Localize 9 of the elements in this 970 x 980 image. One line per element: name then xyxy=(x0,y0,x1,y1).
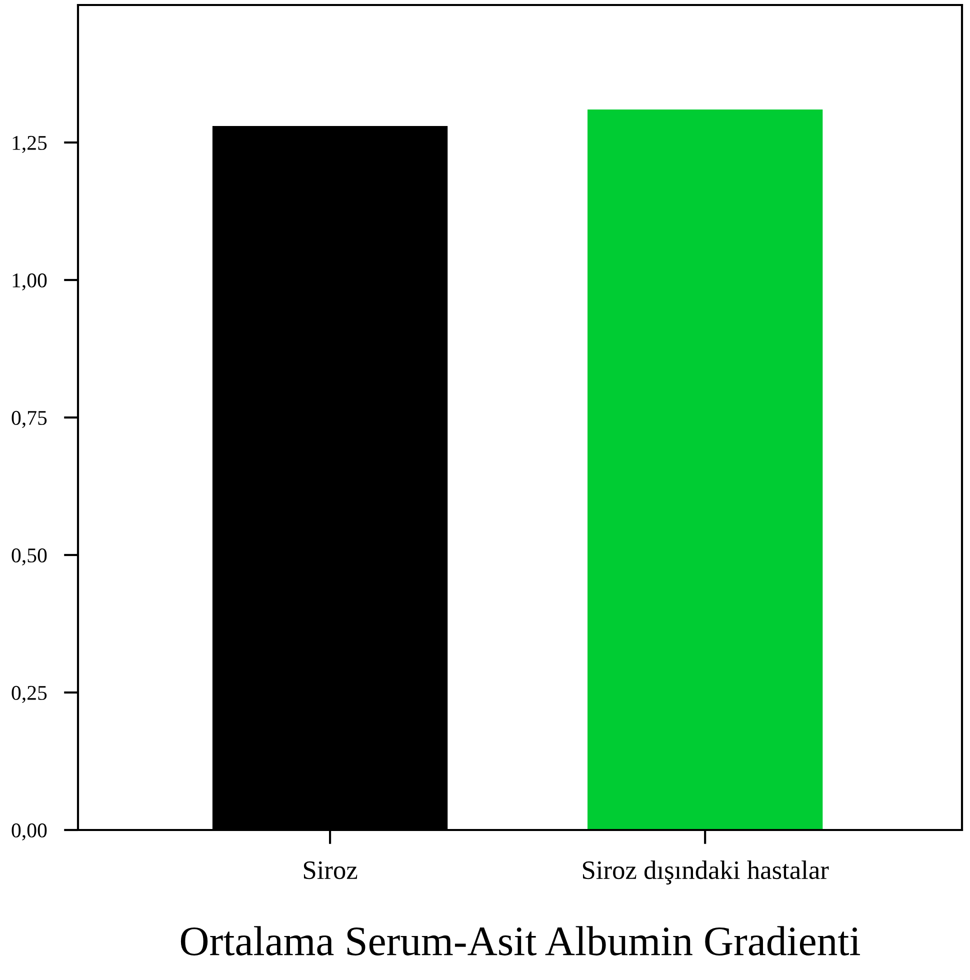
y-tick-label: 1,25 xyxy=(12,136,47,153)
y-tick-label: 1,00 xyxy=(12,273,47,290)
y-tick-label: 0,75 xyxy=(12,410,47,428)
x-tick-label: Siroz xyxy=(304,861,358,880)
x-axis-title: Ortalama Serum-Asit Albumin Gradienti xyxy=(180,926,860,956)
x-tick-label: Siroz dışındaki hastalar xyxy=(583,860,829,884)
y-tick-label: 0,25 xyxy=(12,686,47,703)
y-tick-label: 0,50 xyxy=(12,548,47,566)
y-tick-label: 0,00 xyxy=(12,823,47,840)
